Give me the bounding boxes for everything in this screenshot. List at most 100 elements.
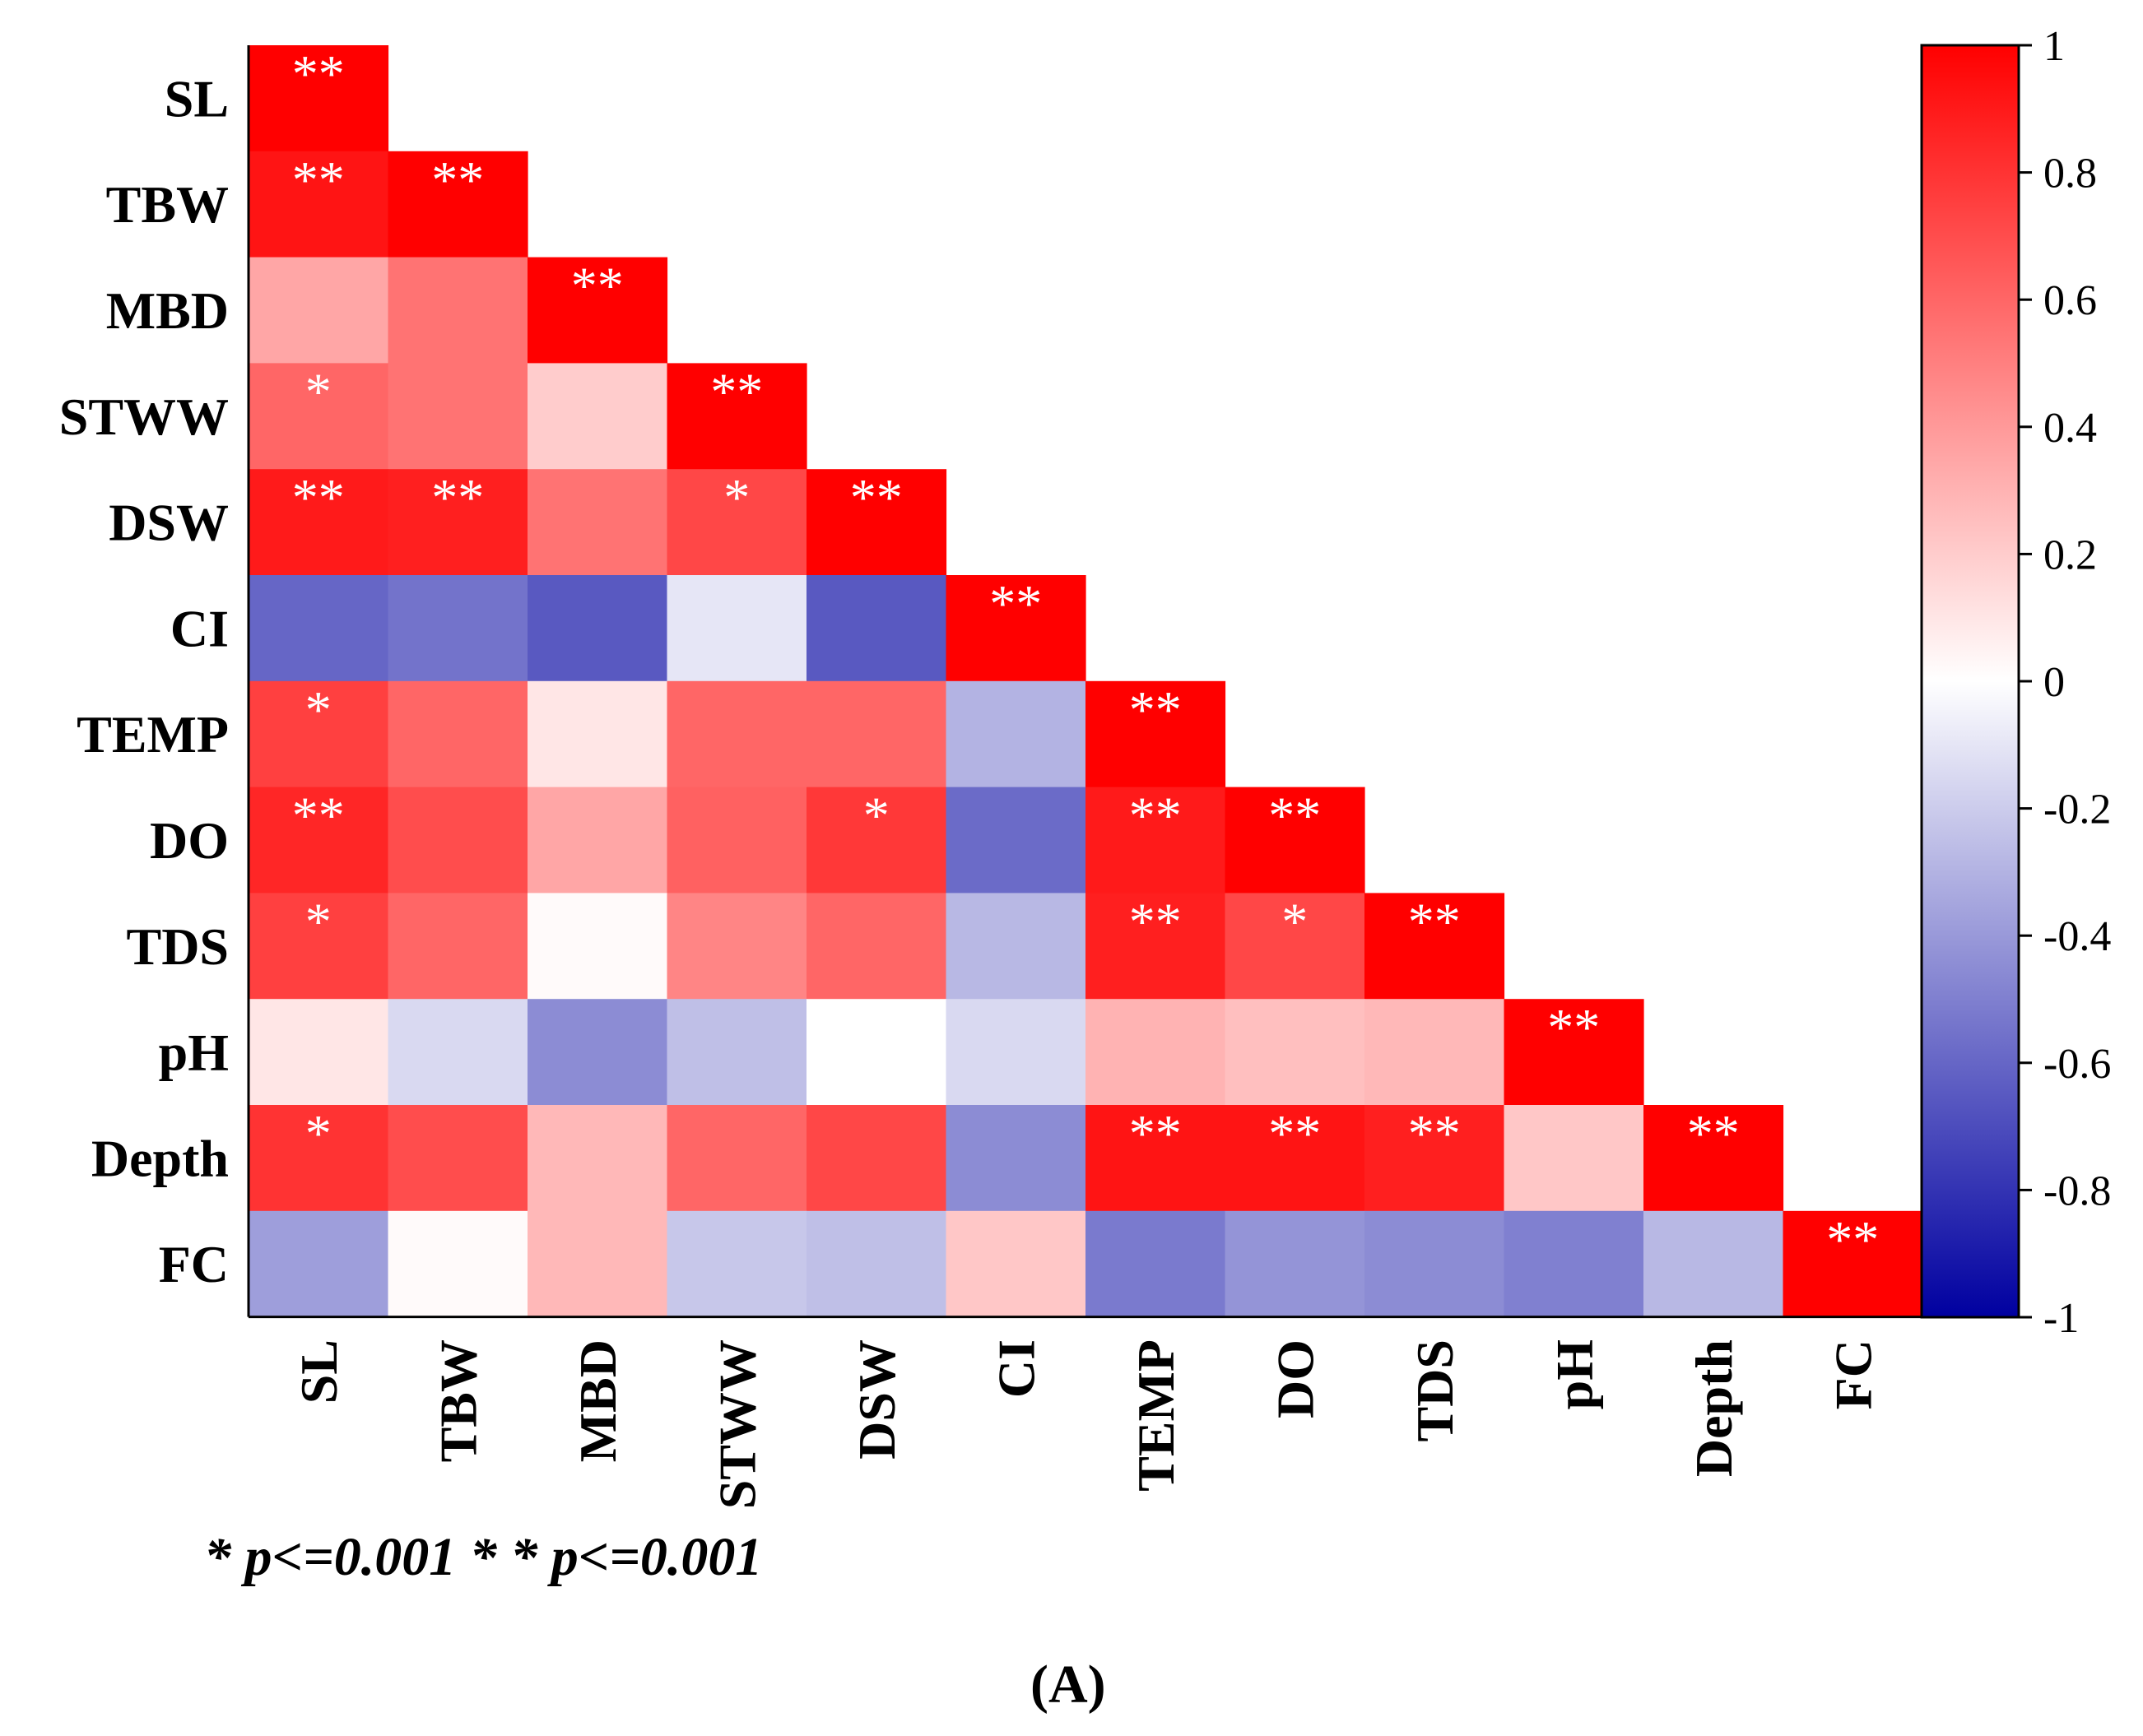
x-label-CI: CI — [987, 1339, 1045, 1398]
significance-markers: **** ***** **** ** * ***** **** * ** *** ** * ***** *… — [292, 44, 1880, 1269]
cell-Depth-DSW — [807, 1105, 947, 1212]
x-label-TDS: TDS — [1406, 1339, 1464, 1442]
cell-Depth-CI — [946, 1105, 1086, 1212]
significance-DO-TEMP: ** — [1129, 787, 1182, 845]
significance-Depth-SL: * — [305, 1104, 332, 1163]
cell-FC-SL — [249, 1210, 389, 1318]
colorbar-tick-label: 0.2 — [2043, 531, 2097, 578]
cell-DSW-TBW — [388, 469, 528, 576]
colorbar-tick-label: 1 — [2043, 23, 2065, 70]
significance-TBW-SL: ** — [292, 151, 345, 209]
colorbar: 1 0.8 0.6 0.4 0.2 0 -0.2 -0.4 -0.6 -0.8 -1 — [1920, 23, 2111, 1342]
cell-TBW-TBW — [388, 151, 528, 258]
significance-DO-SL: ** — [292, 787, 345, 845]
x-label-pH: pH — [1545, 1339, 1603, 1409]
cell-pH-CI — [946, 999, 1086, 1106]
significance-DO-DO: ** — [1268, 787, 1321, 845]
cell-TEMP-TEMP — [1085, 680, 1226, 788]
cell-pH-DSW — [807, 999, 947, 1106]
panel-label: (A) — [1030, 1655, 1106, 1715]
cell-DO-TBW — [388, 787, 528, 894]
cell-DSW-MBD — [528, 469, 668, 576]
cell-Depth-SL — [249, 1105, 389, 1212]
colorbar-tick-label: 0.6 — [2043, 277, 2097, 324]
x-label-DO: DO — [1266, 1339, 1324, 1418]
significance-TEMP-TEMP: ** — [1129, 680, 1182, 739]
significance-TDS-SL: * — [305, 892, 332, 950]
y-label-TBW: TBW — [106, 175, 229, 234]
y-label-MBD: MBD — [106, 281, 229, 340]
cell-MBD-TBW — [388, 257, 528, 364]
cell-pH-pH — [1504, 999, 1644, 1106]
colorbar-tick-label: -0.6 — [2043, 1041, 2111, 1088]
cell-TDS-TDS — [1364, 893, 1505, 1000]
significance-STWW-STWW: ** — [710, 362, 763, 420]
cell-STWW-MBD — [528, 363, 668, 470]
colorbar-tick-label: -1 — [2043, 1295, 2079, 1342]
cell-DSW-STWW — [667, 469, 807, 576]
cell-TDS-TBW — [388, 893, 528, 1000]
cell-CI-SL — [249, 575, 389, 682]
cell-FC-TBW — [388, 1210, 528, 1318]
cell-Depth-pH — [1504, 1105, 1644, 1212]
cell-DO-DO — [1225, 787, 1365, 894]
significance-TEMP-SL: * — [305, 680, 332, 739]
colorbar-tick-label: 0 — [2043, 659, 2065, 706]
cell-MBD-MBD — [528, 257, 668, 364]
y-label-DO: DO — [150, 811, 229, 870]
x-label-TBW: TBW — [429, 1339, 487, 1462]
cell-DO-DSW — [807, 787, 947, 894]
cell-DO-STWW — [667, 787, 807, 894]
colorbar-tick-label: -0.2 — [2043, 787, 2111, 833]
significance-STWW-SL: * — [305, 362, 332, 420]
cell-TEMP-CI — [946, 680, 1086, 788]
x-label-Depth: Depth — [1685, 1339, 1743, 1477]
cell-MBD-SL — [249, 257, 389, 364]
cell-DO-TEMP — [1085, 787, 1226, 894]
cell-FC-STWW — [667, 1210, 807, 1318]
cell-pH-SL — [249, 999, 389, 1106]
cell-STWW-SL — [249, 363, 389, 470]
cell-FC-DSW — [807, 1210, 947, 1318]
significance-MBD-MBD: ** — [571, 257, 624, 315]
cell-Depth-MBD — [528, 1105, 668, 1212]
cell-FC-CI — [946, 1210, 1086, 1318]
cell-CI-TBW — [388, 575, 528, 682]
cell-TDS-STWW — [667, 893, 807, 1000]
colorbar-tick-label: -0.4 — [2043, 913, 2111, 960]
cell-FC-FC — [1783, 1210, 1923, 1318]
cell-FC-TEMP — [1085, 1210, 1226, 1318]
cell-TBW-SL — [249, 151, 389, 258]
colorbar-gradient — [1920, 44, 2020, 1319]
heatmap-cells — [249, 45, 1923, 1318]
cell-TEMP-SL — [249, 680, 389, 788]
significance-FC-FC: ** — [1826, 1210, 1879, 1269]
significance-Depth-TEMP: ** — [1129, 1104, 1182, 1163]
x-label-FC: FC — [1824, 1339, 1882, 1409]
x-label-SL: SL — [290, 1339, 348, 1404]
cell-STWW-TBW — [388, 363, 528, 470]
cell-FC-DO — [1225, 1210, 1365, 1318]
cell-TDS-MBD — [528, 893, 668, 1000]
cell-pH-STWW — [667, 999, 807, 1106]
cell-TDS-SL — [249, 893, 389, 1000]
colorbar-tick-label: 0.4 — [2043, 405, 2097, 452]
cell-Depth-TBW — [388, 1105, 528, 1212]
significance-CI-CI: ** — [989, 574, 1042, 633]
y-axis-labels: SL TBW MBD STWW DSW CI TEMP DO TDS pH Depth FC — [59, 69, 229, 1293]
cell-Depth-STWW — [667, 1105, 807, 1212]
cell-DSW-DSW — [807, 469, 947, 576]
y-label-DSW: DSW — [109, 494, 229, 552]
cell-TDS-TEMP — [1085, 893, 1226, 1000]
cell-TEMP-TBW — [388, 680, 528, 788]
y-label-STWW: STWW — [59, 388, 229, 446]
y-label-FC: FC — [159, 1235, 229, 1293]
x-axis-labels: SL TBW MBD STWW DSW CI TEMP DO TDS pH Depth FC — [290, 1339, 1883, 1509]
y-label-pH: pH — [159, 1023, 229, 1082]
cell-DO-CI — [946, 787, 1086, 894]
cell-FC-TDS — [1364, 1210, 1505, 1318]
cell-Depth-Depth — [1643, 1105, 1784, 1212]
y-label-TEMP: TEMP — [77, 705, 229, 764]
cell-CI-DSW — [807, 575, 947, 682]
